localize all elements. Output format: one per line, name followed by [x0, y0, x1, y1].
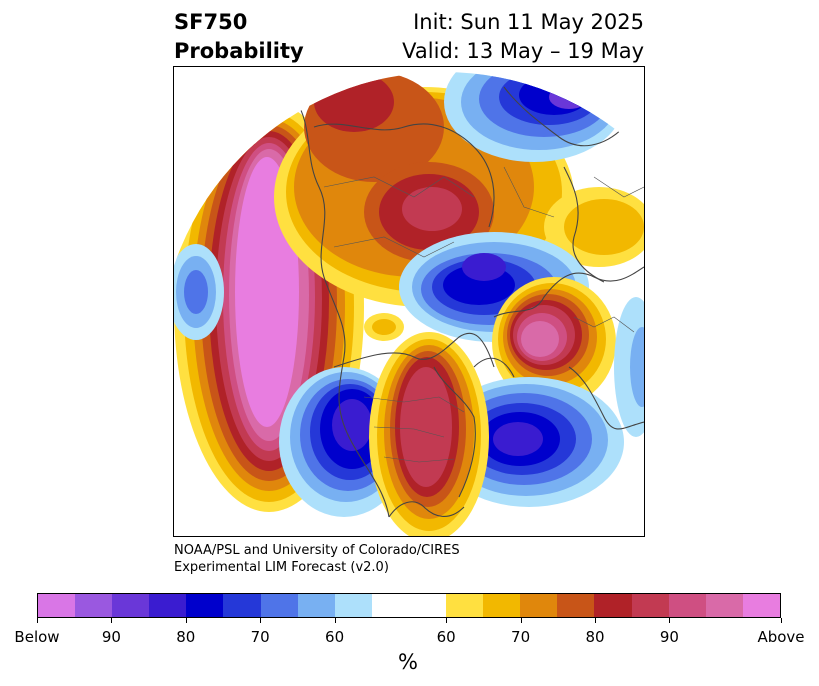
colorbar-tick-mark — [781, 618, 782, 623]
colorbar-segment — [149, 594, 187, 617]
colorbar-segment — [668, 594, 706, 617]
colorbar-tick-label: 80 — [585, 628, 605, 646]
colorbar — [37, 593, 781, 618]
colorbar-segment — [223, 594, 261, 617]
title-variable: SF750 — [174, 10, 248, 34]
colorbar-tick-label: 60 — [436, 628, 456, 646]
colorbar-tick-mark — [446, 618, 448, 623]
north-pacific-below — [174, 244, 224, 340]
colorbar-tick-label: 70 — [250, 628, 270, 646]
colorbar-tick-label: 80 — [176, 628, 196, 646]
colorbar-tick-mark — [520, 618, 522, 623]
valid-dates: Valid: 13 May – 19 May — [402, 39, 644, 63]
colorbar-segment — [75, 594, 113, 617]
colorbar-tick-label: 90 — [101, 628, 121, 646]
north-america-above-east — [369, 332, 489, 536]
map-subtitle: Init: Sun 11 May 2025 Valid: 13 May – 19… — [402, 8, 644, 66]
colorbar-segment — [297, 594, 335, 617]
colorbar-segment — [371, 594, 447, 617]
colorbar-tick-label: Below — [14, 628, 60, 646]
colorbar-segment — [186, 594, 224, 617]
title-quantity: Probability — [174, 39, 304, 63]
colorbar-tick-mark — [185, 618, 187, 623]
credit-line-2: Experimental LIM Forecast (v2.0) — [174, 560, 389, 575]
colorbar-segment — [594, 594, 632, 617]
map-title: SF750 Probability — [174, 8, 304, 66]
colorbar-tick-mark — [595, 618, 596, 623]
colorbar-tick-mark — [260, 618, 262, 623]
colorbar-segment — [334, 594, 372, 617]
colorbar-segment — [260, 594, 298, 617]
coastlines — [293, 86, 644, 518]
colorbar-tick-mark — [111, 618, 113, 623]
colorbar-segment — [446, 594, 484, 617]
colorbar-segment — [631, 594, 669, 617]
init-date: Init: Sun 11 May 2025 — [413, 10, 644, 34]
colorbar-tick-mark — [669, 618, 671, 623]
colorbar-segment — [38, 594, 76, 617]
colorbar-tick-mark — [37, 618, 38, 623]
colorbar-unit: % — [398, 650, 418, 674]
colorbar-tick-label: 90 — [659, 628, 679, 646]
colorbar-segment — [483, 594, 521, 617]
credit-line-1: NOAA/PSL and University of Colorado/CIRE… — [174, 543, 460, 558]
polar-map — [174, 72, 644, 536]
colorbar-segment — [520, 594, 558, 617]
colorbar-segment — [112, 594, 150, 617]
colorbar-tick-label: 60 — [325, 628, 345, 646]
europe-above — [492, 277, 616, 407]
borders — [323, 166, 644, 463]
colorbar-segment — [557, 594, 595, 617]
colorbar-segment — [705, 594, 743, 617]
credit-text: NOAA/PSL and University of Colorado/CIRE… — [174, 542, 460, 576]
map-panel — [173, 66, 645, 537]
colorbar-tick-label: 70 — [511, 628, 531, 646]
colorbar-segment — [742, 594, 780, 617]
colorbar-tick-label: Above — [757, 628, 805, 646]
colorbar-tick-mark — [334, 618, 336, 623]
